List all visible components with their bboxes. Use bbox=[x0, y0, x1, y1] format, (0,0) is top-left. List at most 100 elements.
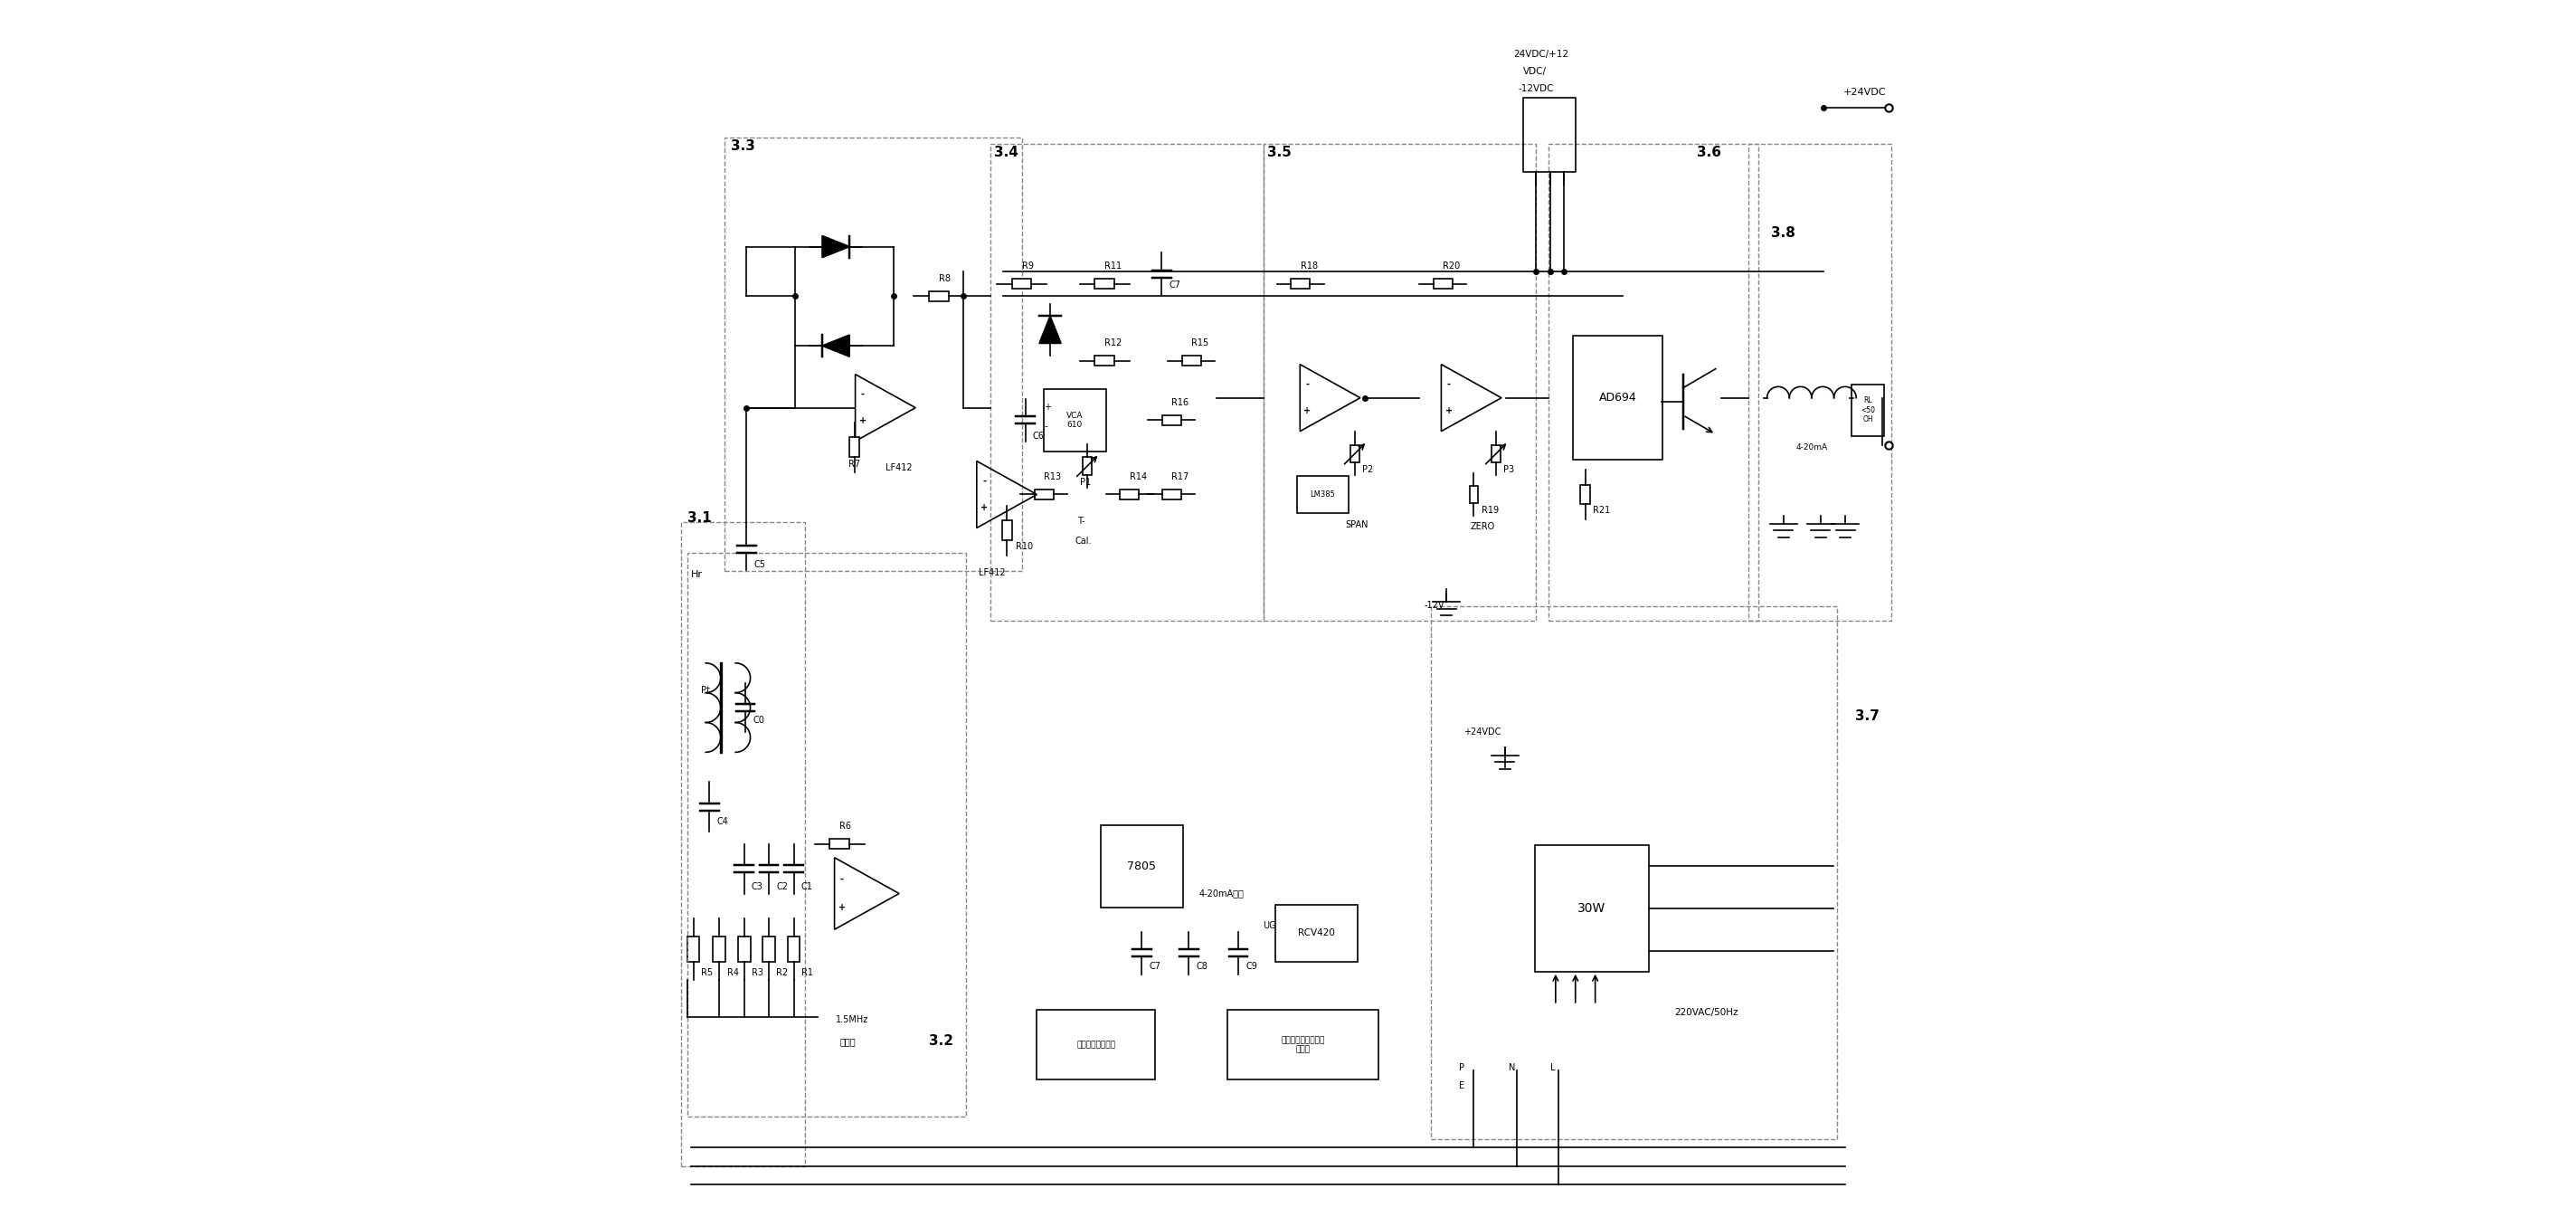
Text: RCV420: RCV420 bbox=[1298, 929, 1334, 938]
Bar bbox=[1002, 521, 1012, 540]
Text: 220VAC/50Hz: 220VAC/50Hz bbox=[1674, 1008, 1739, 1016]
Text: 3.5: 3.5 bbox=[1267, 145, 1291, 159]
Bar bbox=[1432, 279, 1453, 288]
Bar bbox=[1468, 486, 1479, 503]
Bar bbox=[1012, 279, 1030, 288]
Bar bbox=[1226, 1010, 1378, 1079]
Bar bbox=[1036, 489, 1054, 499]
Text: T-: T- bbox=[1077, 517, 1084, 526]
Text: P1: P1 bbox=[1079, 477, 1090, 487]
Text: C6: C6 bbox=[1033, 432, 1043, 441]
Text: R21: R21 bbox=[1592, 506, 1610, 515]
Bar bbox=[1275, 904, 1358, 961]
Text: R8: R8 bbox=[938, 274, 951, 284]
Text: R9: R9 bbox=[1023, 262, 1033, 270]
Bar bbox=[788, 937, 801, 961]
Text: +: + bbox=[981, 504, 987, 512]
Text: R5: R5 bbox=[701, 968, 714, 977]
Text: C1: C1 bbox=[801, 882, 814, 892]
Bar bbox=[1430, 606, 1837, 1139]
Text: R17: R17 bbox=[1172, 472, 1190, 482]
Text: +: + bbox=[858, 416, 866, 426]
Text: 3.7: 3.7 bbox=[1855, 710, 1880, 723]
Text: R19: R19 bbox=[1481, 506, 1499, 515]
Text: -12VDC: -12VDC bbox=[1517, 84, 1553, 94]
Text: 24VDC/+12: 24VDC/+12 bbox=[1515, 50, 1569, 58]
Text: -: - bbox=[1448, 380, 1450, 389]
Bar bbox=[1522, 97, 1577, 173]
Bar bbox=[1095, 355, 1115, 365]
Text: 电流输入、受控增益
调节器: 电流输入、受控增益 调节器 bbox=[1280, 1036, 1324, 1054]
Text: AD694: AD694 bbox=[1600, 392, 1636, 404]
Bar bbox=[1100, 825, 1182, 907]
Text: -: - bbox=[840, 875, 845, 884]
Bar bbox=[1036, 1010, 1157, 1079]
Text: R12: R12 bbox=[1105, 338, 1123, 348]
Bar bbox=[714, 937, 726, 961]
Text: +: + bbox=[1445, 406, 1453, 416]
Polygon shape bbox=[822, 236, 850, 258]
Text: +24VDC: +24VDC bbox=[1463, 728, 1502, 736]
Text: P2: P2 bbox=[1363, 465, 1373, 473]
Text: R3: R3 bbox=[752, 968, 762, 977]
Bar bbox=[1262, 144, 1535, 621]
Bar bbox=[1291, 279, 1309, 288]
Text: L: L bbox=[1551, 1064, 1556, 1072]
Text: N: N bbox=[1510, 1064, 1515, 1072]
Text: 振荡器: 振荡器 bbox=[840, 1037, 855, 1047]
Text: -12V: -12V bbox=[1425, 601, 1445, 610]
Text: LF412: LF412 bbox=[886, 464, 912, 472]
Text: -: - bbox=[1306, 380, 1309, 389]
Text: R10: R10 bbox=[1015, 542, 1033, 551]
Text: +: + bbox=[1043, 403, 1051, 413]
Polygon shape bbox=[822, 335, 850, 357]
Text: Hr: Hr bbox=[690, 571, 703, 579]
Text: 30W: 30W bbox=[1577, 902, 1605, 915]
Text: 3.4: 3.4 bbox=[994, 145, 1018, 159]
Polygon shape bbox=[1038, 316, 1061, 343]
Bar bbox=[1095, 279, 1115, 288]
Text: R11: R11 bbox=[1105, 262, 1123, 270]
Bar bbox=[688, 553, 966, 1117]
Text: R4: R4 bbox=[726, 968, 739, 977]
Text: C9: C9 bbox=[1247, 961, 1257, 971]
Text: +24VDC: +24VDC bbox=[1842, 88, 1886, 97]
Text: 1.5MHz: 1.5MHz bbox=[835, 1015, 868, 1025]
Text: R1: R1 bbox=[801, 968, 814, 977]
Text: 7805: 7805 bbox=[1128, 860, 1157, 873]
Text: C5: C5 bbox=[755, 560, 765, 570]
Bar bbox=[1579, 484, 1589, 504]
Bar bbox=[1043, 389, 1105, 452]
Bar bbox=[1492, 445, 1499, 462]
Bar bbox=[829, 839, 850, 849]
Text: R7: R7 bbox=[848, 460, 860, 469]
Text: C8: C8 bbox=[1195, 961, 1208, 971]
Text: UG: UG bbox=[1262, 921, 1278, 930]
Text: C7: C7 bbox=[1149, 961, 1162, 971]
Text: R14: R14 bbox=[1128, 472, 1146, 482]
Text: 3.2: 3.2 bbox=[930, 1034, 953, 1048]
Bar bbox=[1121, 489, 1139, 499]
Text: +: + bbox=[1303, 406, 1311, 416]
Text: 3.1: 3.1 bbox=[688, 511, 711, 525]
Bar bbox=[992, 144, 1262, 621]
Text: 3.8: 3.8 bbox=[1772, 226, 1795, 240]
Bar bbox=[1350, 445, 1360, 462]
Text: E: E bbox=[1458, 1081, 1466, 1090]
Bar bbox=[1852, 385, 1883, 436]
Text: R13: R13 bbox=[1043, 472, 1061, 482]
Text: C7: C7 bbox=[1170, 280, 1180, 290]
Text: R15: R15 bbox=[1190, 338, 1208, 348]
Bar bbox=[1574, 336, 1662, 460]
Bar bbox=[1749, 144, 1891, 621]
Bar bbox=[1296, 476, 1350, 514]
Text: C3: C3 bbox=[752, 882, 762, 892]
Text: -: - bbox=[981, 477, 987, 486]
Text: RL
<50
OH: RL <50 OH bbox=[1860, 397, 1875, 424]
Bar bbox=[762, 937, 775, 961]
Text: 3.3: 3.3 bbox=[732, 139, 755, 152]
Text: VDC/: VDC/ bbox=[1522, 67, 1548, 77]
Bar bbox=[1082, 458, 1092, 475]
Bar bbox=[1535, 845, 1649, 971]
Text: R20: R20 bbox=[1443, 262, 1461, 270]
